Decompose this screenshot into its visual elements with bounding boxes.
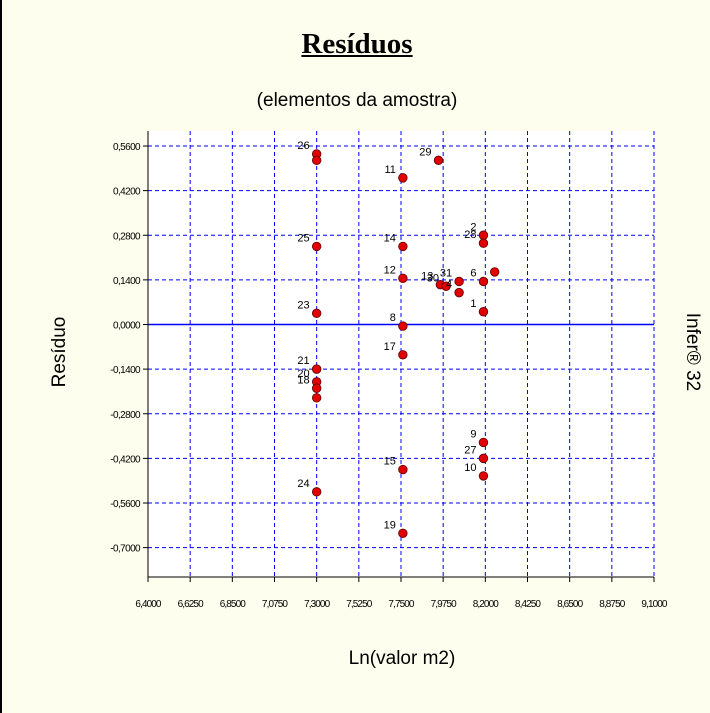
data-point xyxy=(478,453,489,464)
data-point xyxy=(478,437,489,448)
point-label: 8 xyxy=(390,312,396,324)
point-label: 11 xyxy=(384,164,395,176)
point-label: 25 xyxy=(297,232,309,244)
point-label: 18 xyxy=(297,374,309,386)
data-point xyxy=(311,155,322,166)
x-tick-label: 6,4000 xyxy=(135,599,162,610)
y-tick-label: -0,5600 xyxy=(110,499,141,510)
point-label: 31 xyxy=(440,267,452,279)
x-tick-label: 6,6250 xyxy=(178,599,205,610)
point-label: 17 xyxy=(384,341,396,353)
data-point xyxy=(398,321,408,331)
data-point xyxy=(490,267,500,277)
data-point xyxy=(433,155,444,166)
data-point xyxy=(311,393,322,403)
point-label: 23 xyxy=(297,299,309,311)
data-point xyxy=(398,528,408,538)
y-tick-label: -0,7000 xyxy=(110,544,141,555)
point-label: 30 xyxy=(427,272,439,284)
y-tick-label: 0,1400 xyxy=(113,276,141,287)
point-label: 13 xyxy=(421,271,433,283)
data-point xyxy=(398,241,408,252)
side-label: Infer® 32 xyxy=(682,312,703,392)
data-point xyxy=(478,276,489,287)
point-label: 9 xyxy=(470,428,476,440)
data-point xyxy=(398,350,408,360)
point-label: 27 xyxy=(464,444,476,456)
point-label: 15 xyxy=(384,456,396,468)
x-tick-label: 6,8500 xyxy=(220,599,247,610)
point-label: 24 xyxy=(297,478,309,490)
y-tick-label: 0,2800 xyxy=(113,231,141,242)
y-axis-label: Resíduo xyxy=(49,316,70,388)
point-label: 4 xyxy=(446,279,452,291)
data-point xyxy=(478,471,489,481)
y-tick-label: 0,5600 xyxy=(113,142,141,153)
point-label: 20 xyxy=(297,368,309,380)
y-tick-label: 0,0000 xyxy=(113,321,141,332)
data-point xyxy=(454,276,464,287)
x-tick-label: 8,4250 xyxy=(515,599,542,610)
x-tick-label: 7,3000 xyxy=(304,599,331,610)
y-tick-label: -0,4200 xyxy=(110,454,141,465)
data-point xyxy=(454,287,464,298)
point-label: 10 xyxy=(464,462,476,474)
x-tick-label: 7,0750 xyxy=(262,599,289,610)
x-tick-label: 8,6500 xyxy=(557,599,584,610)
y-tick-label: 0,4200 xyxy=(113,187,141,198)
point-label: 29 xyxy=(419,146,431,158)
x-tick-label: 8,8750 xyxy=(599,599,626,610)
data-point xyxy=(478,230,489,240)
data-point xyxy=(398,173,408,183)
data-point xyxy=(398,273,408,283)
x-tick-label: 7,7500 xyxy=(388,599,415,610)
chart-title: Resíduos xyxy=(301,28,413,60)
point-label: 6 xyxy=(470,267,476,279)
point-label: 28 xyxy=(464,229,476,241)
point-label: 2 xyxy=(470,221,476,233)
point-label: 12 xyxy=(384,264,396,276)
data-point xyxy=(398,464,408,475)
point-label: 26 xyxy=(297,140,309,152)
point-label: 14 xyxy=(384,232,396,244)
point-label: 19 xyxy=(384,519,396,531)
data-point xyxy=(311,364,322,374)
data-point xyxy=(478,238,489,248)
chart-subtitle: (elementos da amostra) xyxy=(256,90,458,111)
data-point xyxy=(478,307,489,317)
x-tick-label: 8,2000 xyxy=(473,599,500,610)
point-label: 1 xyxy=(470,298,476,310)
y-tick-label: -0,1400 xyxy=(110,365,141,376)
data-point xyxy=(311,241,322,252)
x-axis-label: Ln(valor m2) xyxy=(348,648,456,669)
x-tick-label: 7,9750 xyxy=(431,599,458,610)
x-tick-label: 9,1000 xyxy=(641,599,668,610)
data-point xyxy=(311,308,322,319)
point-label: 21 xyxy=(297,355,309,367)
data-point xyxy=(441,281,451,291)
data-point xyxy=(311,383,322,393)
data-point xyxy=(311,487,322,497)
y-tick-label: -0,2800 xyxy=(110,410,141,421)
x-tick-label: 7,5250 xyxy=(346,599,373,610)
